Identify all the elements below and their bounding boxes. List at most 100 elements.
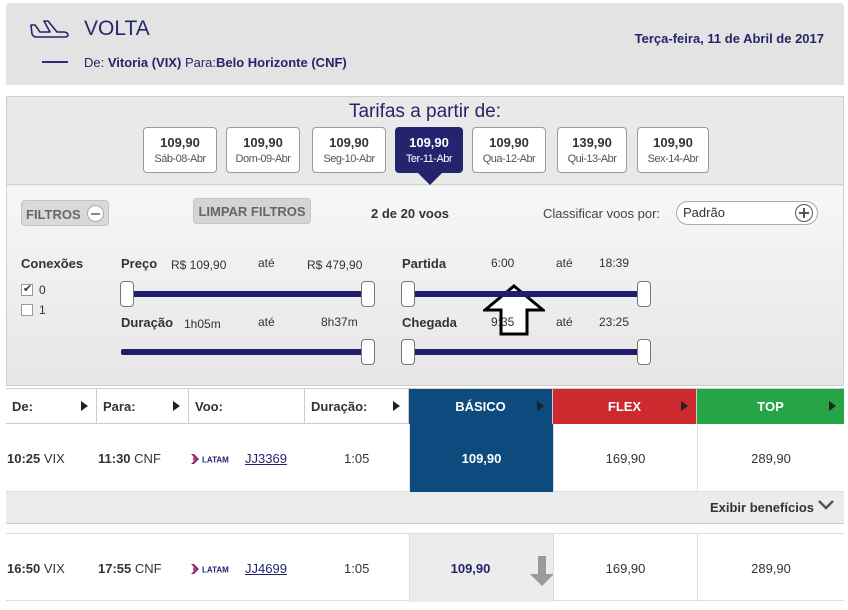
duration-slider-max-handle[interactable]: [361, 339, 375, 365]
fare-day-price: 109,90: [160, 135, 200, 150]
header-label: BÁSICO: [455, 399, 506, 414]
flight-header: Voo:: [189, 389, 305, 424]
sort-triangle-icon: [393, 401, 400, 411]
down-arrow-icon: [530, 556, 554, 586]
duration-slider-track[interactable]: [121, 349, 367, 355]
sort-triangle-icon: [81, 401, 88, 411]
duration-cell: 1:05: [344, 451, 370, 466]
fare-day-button[interactable]: 109,90 Sex-14-Abr: [637, 127, 709, 173]
header-label: Duração:: [311, 399, 368, 414]
arrival-time: 17:55: [98, 561, 132, 576]
fare-basico-price: 109,90: [450, 561, 491, 576]
flight-count: 2 de 20 voos: [371, 206, 450, 221]
filters-area: FILTROS LIMPAR FILTROS 2 de 20 voos Clas…: [7, 186, 843, 385]
arrival-slider-min-handle[interactable]: [401, 339, 415, 365]
fare-top-cell[interactable]: 289,90: [697, 424, 844, 492]
airline-name: LATAM: [202, 456, 229, 465]
price-slider-track[interactable]: [129, 291, 367, 297]
sort-duration-header[interactable]: Duração:: [305, 389, 409, 424]
departure-cell: 16:50 VIX: [7, 534, 65, 602]
departure-range-separator: até: [556, 256, 573, 270]
fare-flex-header[interactable]: FLEX: [553, 389, 697, 424]
fare-day-button[interactable]: 109,90 Dom-09-Abr: [226, 127, 300, 173]
collapse-minus-icon: [87, 205, 104, 222]
fare-day-button[interactable]: 139,90 Qui-13-Abr: [557, 127, 627, 173]
departure-slider-min-handle[interactable]: [401, 281, 415, 307]
route-info: De: Vitoria (VIX) Para:Belo Horizonte (C…: [84, 55, 347, 70]
fare-basico-header[interactable]: BÁSICO: [409, 389, 553, 424]
header-label: Para:: [103, 399, 136, 414]
fare-top-cell[interactable]: 289,90: [697, 534, 844, 602]
departure-min-value: 6:00: [491, 256, 515, 270]
arrival-code: CNF: [134, 561, 162, 576]
show-benefits-link[interactable]: Exibir benefícios: [709, 500, 814, 515]
fare-day-date: Qui-13-Abr: [567, 153, 617, 165]
fare-day-button[interactable]: 109,90 Seg-10-Abr: [312, 127, 386, 173]
arrival-cell: 11:30 CNF: [98, 424, 161, 492]
sort-to-header[interactable]: Para:: [97, 389, 189, 424]
airline-name: LATAM: [202, 566, 229, 575]
departure-code: VIX: [43, 561, 65, 576]
sort-select[interactable]: Padrão: [676, 201, 818, 225]
chevron-down-icon[interactable]: [818, 499, 834, 511]
fare-day-date: Sex-14-Abr: [647, 153, 699, 165]
duration-filter-label: Duração: [121, 315, 174, 330]
arrival-min-value: 9:35: [491, 315, 515, 329]
fare-day-button[interactable]: 109,90 Sáb-08-Abr: [143, 127, 217, 173]
connections-option-label: 1: [39, 303, 46, 317]
fare-basico-cell[interactable]: 109,90: [409, 534, 554, 602]
departure-time: 16:50: [7, 561, 41, 576]
departure-time: 10:25: [7, 451, 41, 466]
plane-underline: [42, 61, 68, 63]
sort-triangle-icon: [829, 401, 836, 411]
duration-cell: 1:05: [344, 561, 370, 576]
sort-from-header[interactable]: De:: [6, 389, 97, 424]
clear-filters-button[interactable]: LIMPAR FILTROS: [193, 198, 311, 224]
header-label: Voo:: [195, 399, 223, 414]
arrival-filter-label: Chegada: [402, 315, 457, 330]
connections-option-0[interactable]: 0: [21, 282, 46, 297]
flight-row[interactable]: 16:50 VIX 17:55 CNF LATAM JJ4699 1:05 10…: [6, 533, 844, 602]
fare-flex-cell[interactable]: 169,90: [553, 424, 697, 492]
fare-day-button-active[interactable]: 109,90 Ter-11-Abr: [395, 127, 463, 173]
checkbox-checked[interactable]: [21, 282, 33, 296]
up-arrow-icon: [483, 284, 545, 336]
departure-slider-track[interactable]: [409, 291, 643, 297]
from-value: Vitoria (VIX): [107, 55, 182, 70]
fare-day-date: Sáb-08-Abr: [154, 153, 206, 165]
fare-top-header[interactable]: TOP: [697, 389, 844, 424]
header-label: FLEX: [607, 399, 642, 414]
flight-number-link[interactable]: JJ3369: [245, 451, 287, 466]
fare-day-date: Dom-09-Abr: [235, 153, 291, 165]
price-slider-max-handle[interactable]: [361, 281, 375, 307]
flight-row[interactable]: 10:25 VIX 11:30 CNF LATAM JJ3369 1:05 10…: [6, 424, 844, 492]
arrival-code: CNF: [134, 451, 161, 466]
plane-landing-icon: [30, 20, 69, 38]
price-filter-label: Preço: [121, 256, 158, 271]
fare-day-button[interactable]: 109,90 Qua-12-Abr: [472, 127, 546, 173]
departure-filter-label: Partida: [402, 256, 447, 271]
sort-triangle-icon: [681, 401, 688, 411]
fare-day-price: 109,90: [329, 135, 369, 150]
departure-slider-max-handle[interactable]: [637, 281, 651, 307]
connections-label: Conexões: [21, 256, 84, 271]
arrival-range-separator: até: [556, 315, 573, 329]
plus-circle-icon: [795, 204, 813, 222]
price-slider-min-handle[interactable]: [120, 281, 134, 307]
connections-option-label: 0: [39, 283, 46, 297]
results-table-header: De: Para: Voo: Duração: BÁSICO FLEX TOP: [6, 388, 844, 424]
filters-toggle-button[interactable]: FILTROS: [21, 200, 109, 226]
sort-triangle-icon: [173, 401, 180, 411]
checkbox-unchecked[interactable]: [21, 304, 33, 316]
flight-number-link[interactable]: JJ4699: [245, 561, 287, 576]
fare-flex-cell[interactable]: 169,90: [553, 534, 697, 602]
price-max-value: R$ 479,90: [307, 258, 363, 272]
fare-day-date: Ter-11-Abr: [405, 153, 453, 165]
connections-option-1[interactable]: 1: [21, 303, 46, 317]
fare-day-price: 109,90: [243, 135, 283, 150]
filters-toggle-label: FILTROS: [26, 207, 81, 222]
arrival-slider-track[interactable]: [409, 349, 643, 355]
arrival-slider-max-handle[interactable]: [637, 339, 651, 365]
fare-basico-cell-selected[interactable]: 109,90: [409, 424, 553, 492]
fare-calendar-title: Tarifas a partir de:: [348, 101, 502, 122]
